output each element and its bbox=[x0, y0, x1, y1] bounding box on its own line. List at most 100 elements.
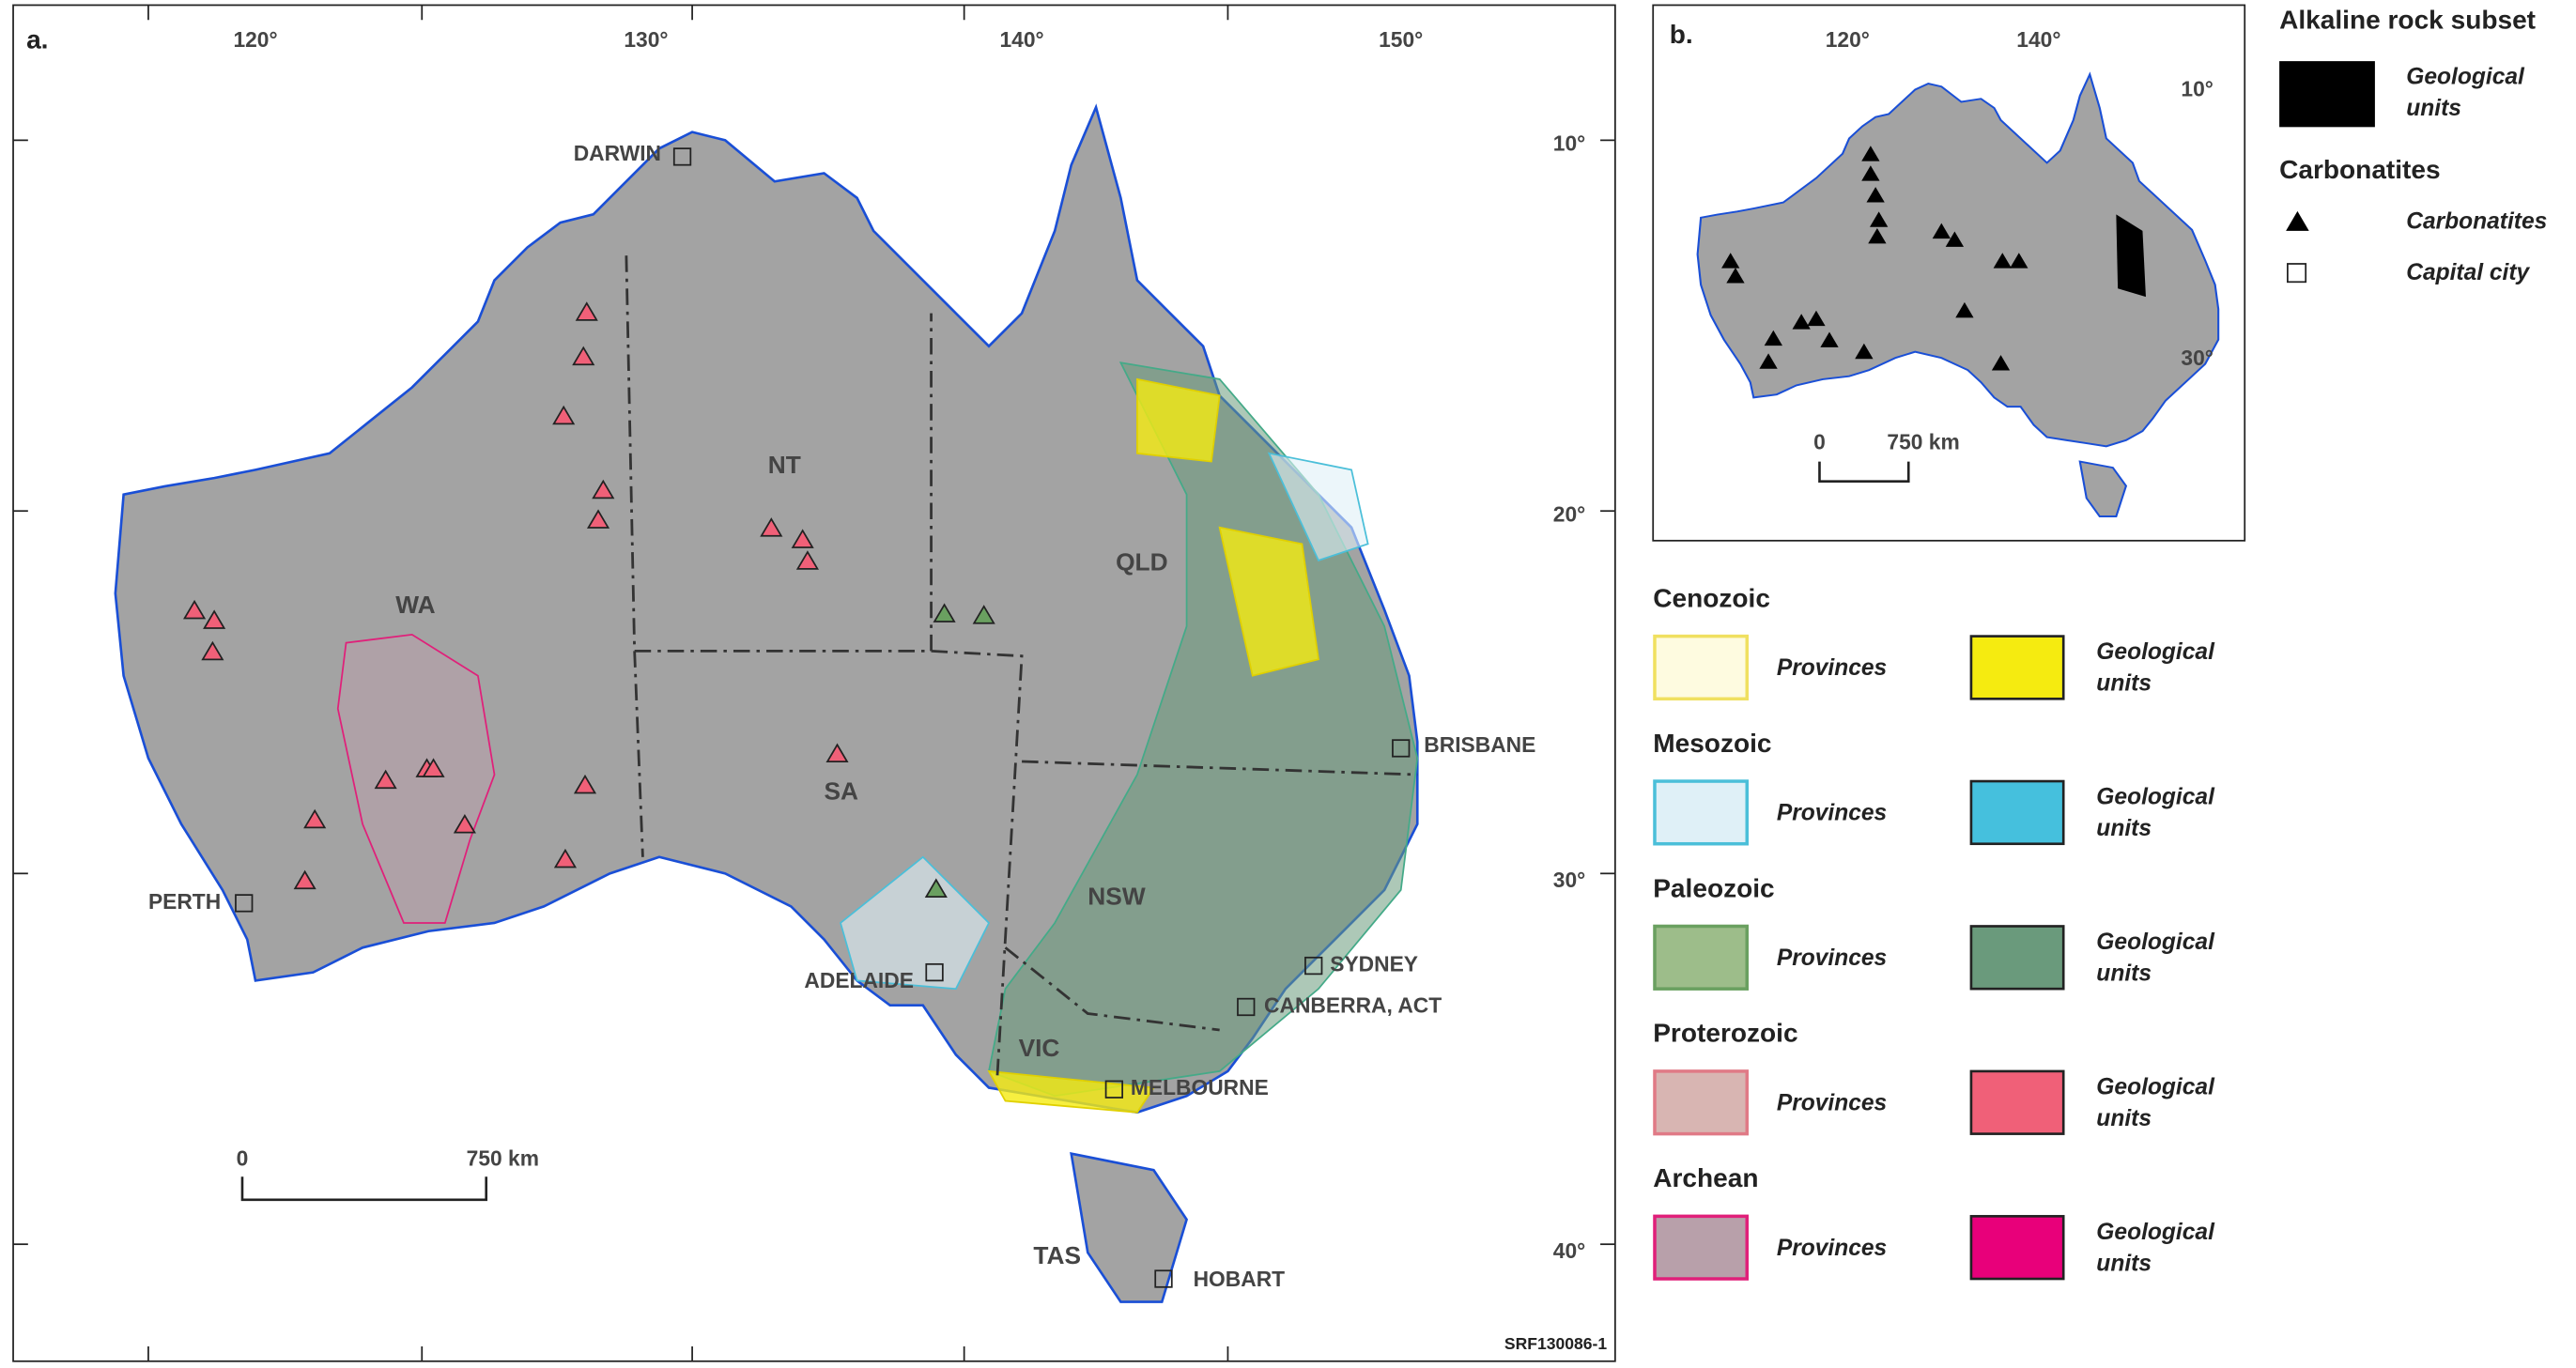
city-marker bbox=[1392, 739, 1411, 758]
legend-swatch bbox=[1653, 924, 1750, 991]
carbonatite-marker bbox=[1945, 231, 1965, 247]
region-label: SA bbox=[824, 776, 858, 805]
city-marker bbox=[235, 894, 254, 913]
legend-text: Geological units bbox=[2406, 62, 2524, 121]
carbonatite-marker bbox=[1807, 310, 1826, 327]
archean-province bbox=[336, 633, 496, 924]
legend-swatch bbox=[1653, 1214, 1750, 1281]
legend-swatch bbox=[1969, 635, 2065, 700]
region-label: NSW bbox=[1087, 883, 1146, 911]
region-label: QLD bbox=[1116, 547, 1168, 576]
carbonatite-marker bbox=[1764, 330, 1782, 346]
carbonatite-marker bbox=[1861, 165, 1880, 181]
legend-swatch bbox=[1969, 779, 2065, 846]
state-borders bbox=[625, 255, 1418, 1080]
carbonatite-marker bbox=[592, 479, 615, 500]
latitude-label: 10° bbox=[2181, 77, 2213, 101]
legend-item: Provinces bbox=[1777, 801, 1887, 826]
carbonatite-marker bbox=[1866, 187, 1885, 203]
carbonatite-marker bbox=[760, 517, 783, 537]
carbonatite-marker bbox=[933, 603, 956, 623]
figure-code: SRF130086-1 bbox=[1504, 1334, 1607, 1353]
legend-swatch bbox=[1969, 1215, 2065, 1281]
carbonatite-marker bbox=[1792, 314, 1811, 330]
legend-heading: Proterozoic bbox=[1653, 1019, 1797, 1048]
legend-item: Capital city bbox=[2406, 260, 2530, 285]
latitude-label: 20° bbox=[1553, 502, 1585, 527]
scale-label: 750 km bbox=[1887, 429, 1959, 453]
city-marker bbox=[925, 962, 944, 982]
carbonatite-marker bbox=[553, 848, 578, 868]
alkaline-units bbox=[2116, 214, 2146, 298]
scale-label: 750 km bbox=[467, 1146, 539, 1171]
carbonatite-marker bbox=[825, 743, 849, 763]
legend-text: Geological units bbox=[2096, 782, 2214, 841]
carbonatite-marker bbox=[1955, 301, 1974, 318]
legend-triangle bbox=[2286, 210, 2309, 231]
legend-item: Provinces bbox=[1777, 945, 1887, 971]
legend-item: Geological units bbox=[2096, 638, 2214, 696]
carbonatite-marker bbox=[575, 301, 598, 321]
city-label: MELBOURNE bbox=[1131, 1075, 1269, 1099]
carbonatite-marker bbox=[374, 769, 397, 790]
carbonatite-marker bbox=[1870, 211, 1889, 227]
mesozoic-province bbox=[1267, 452, 1369, 561]
longitude-label: 150° bbox=[1379, 27, 1423, 52]
scale-label: 0 bbox=[1813, 429, 1826, 453]
carbonatite-marker bbox=[552, 405, 576, 425]
city-label: CANBERRA, ACT bbox=[1264, 993, 1442, 1018]
legend-text: Geological units bbox=[2096, 1218, 2214, 1276]
panel-label: b. bbox=[1670, 20, 1693, 49]
legend-text: Geological units bbox=[2096, 1072, 2214, 1131]
region-label: NT bbox=[768, 451, 801, 479]
carbonatite-marker bbox=[2010, 253, 2028, 269]
legend-heading: Mesozoic bbox=[1653, 729, 1771, 758]
city-label: ADELAIDE bbox=[804, 968, 914, 992]
carbonatite-marker bbox=[1721, 253, 1740, 269]
latitude-label: 40° bbox=[1553, 1238, 1585, 1263]
latitude-label: 30° bbox=[2181, 346, 2213, 370]
carbonatite-marker bbox=[201, 640, 224, 661]
legend-heading: Cenozoic bbox=[1653, 583, 1770, 612]
city-label: SYDNEY bbox=[1330, 952, 1418, 976]
carbonatite-marker bbox=[1759, 353, 1778, 369]
carbonatite-marker bbox=[1993, 253, 2012, 269]
scale-bar bbox=[240, 1176, 488, 1202]
longitude-label: 130° bbox=[624, 27, 668, 52]
longitude-label: 120° bbox=[233, 27, 277, 52]
legend-item: Geological units bbox=[2096, 1072, 2214, 1131]
city-marker bbox=[1304, 956, 1323, 976]
legend-heading: Alkaline rock subset bbox=[2279, 5, 2536, 34]
legend-item: Provinces bbox=[1777, 1236, 1887, 1261]
carbonatite-marker bbox=[1861, 146, 1880, 161]
legend-text: Geological units bbox=[2096, 638, 2214, 696]
legend-item: Geological units bbox=[2096, 782, 2214, 841]
city-label: PERTH bbox=[148, 889, 221, 914]
legend-swatch bbox=[2279, 61, 2375, 128]
carbonatite-marker bbox=[303, 808, 327, 829]
scale-bar bbox=[1818, 461, 1910, 483]
legend-swatch bbox=[1969, 925, 2065, 991]
legend-swatch bbox=[1653, 779, 1750, 846]
scale-label: 0 bbox=[237, 1146, 249, 1171]
legend-item: Provinces bbox=[1777, 655, 1887, 681]
carbonatite-marker bbox=[1932, 223, 1951, 239]
legend-heading: Carbonatites bbox=[2279, 155, 2441, 184]
carbonatite-marker bbox=[1991, 355, 2011, 371]
carbonatite-marker bbox=[572, 346, 595, 366]
carbonatite-marker bbox=[203, 609, 226, 629]
longitude-label: 140° bbox=[999, 27, 1043, 52]
carbonatite-marker bbox=[586, 509, 610, 529]
carbonatite-marker bbox=[972, 605, 995, 624]
region-label: VIC bbox=[1019, 1034, 1060, 1062]
city-marker bbox=[1154, 1269, 1173, 1288]
legend-swatch bbox=[1653, 634, 1750, 701]
legend-item: Provinces bbox=[1777, 1090, 1887, 1115]
carbonatite-marker bbox=[453, 813, 476, 834]
legend-swatch bbox=[1969, 1069, 2065, 1135]
mesozoic-province bbox=[840, 855, 991, 991]
legend-item: Geological units bbox=[2406, 62, 2524, 121]
carbonatite-marker bbox=[924, 878, 948, 898]
city-marker bbox=[1237, 997, 1256, 1017]
